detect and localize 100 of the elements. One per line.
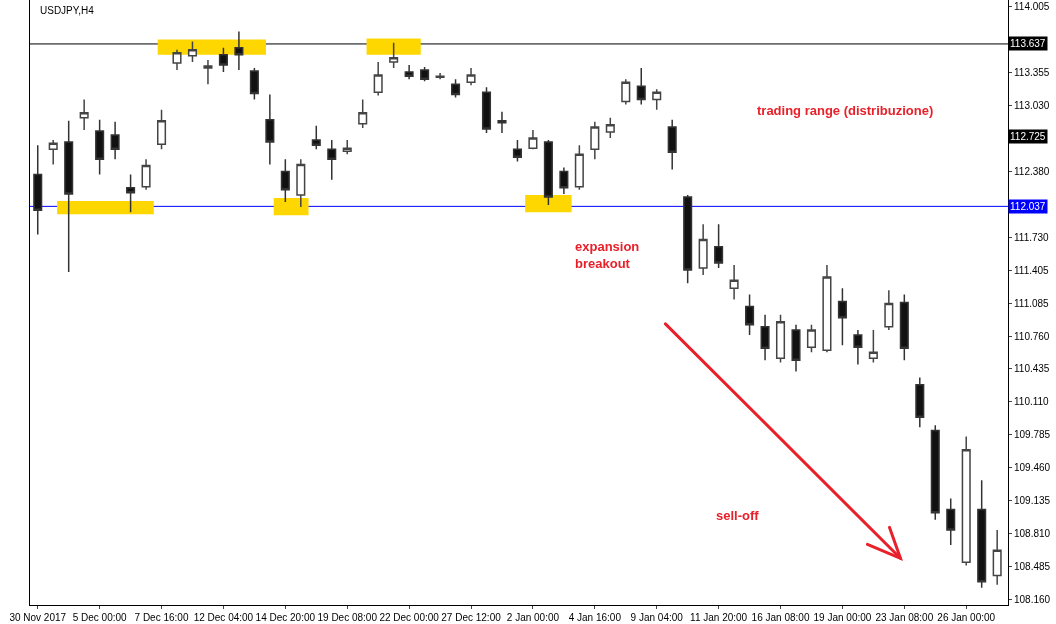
annotation: 112.725 [1010,131,1046,142]
ref-line-label: 113.637 [1010,38,1046,49]
candlestick [791,324,801,373]
candlestick [342,139,352,156]
x-tick-label: 5 Dec 00:00 [72,612,128,623]
candlestick [543,139,553,206]
candlestick [806,324,817,353]
x-tick-label: 19 Jan 00:00 [813,612,872,623]
x-tick-label: 27 Dec 12:00 [441,612,502,623]
candlestick [977,479,987,589]
candlestick [775,313,786,364]
candlestick [497,110,507,134]
candlestick [373,61,383,97]
x-tick-label: 14 Dec 20:00 [255,612,316,623]
candlestick [992,529,1002,586]
candlestick [172,48,182,71]
candlestick [451,78,461,99]
candlestick [745,293,755,336]
x-tick-label: 4 Jan 16:00 [568,612,622,623]
candlestick [311,125,321,150]
candlestick [853,329,863,366]
x-tick-label: 12 Dec 04:00 [193,612,254,623]
candlestick [698,223,708,276]
candlestick [126,173,136,213]
y-tick-label: 111.730 [1014,232,1050,244]
candlestick [590,121,600,161]
candlestick [652,88,662,111]
candlestick [621,78,631,106]
y-tick-label: 108.810 [1014,528,1051,540]
candlestick [234,30,244,71]
x-tick-label: 7 Dec 16:00 [134,612,189,623]
candlestick [280,158,290,203]
x-tick-label: 23 Jan 08:00 [875,612,934,623]
candlestick [141,158,151,191]
annotation: expansion breakout [575,239,640,271]
x-tick-label: 9 Jan 04:00 [630,612,684,623]
ref-line-label: 112.037 [1010,201,1046,212]
y-tick-label: 114.005 [1014,1,1050,13]
x-tick-label: 26 Jan 00:00 [937,612,996,623]
candlestick [156,108,167,150]
candlestick [466,67,476,87]
y-tick-label: 111.085 [1014,297,1050,309]
candlestick [559,166,569,195]
y-tick-label: 109.785 [1014,429,1051,441]
y-tick-label: 113.355 [1014,67,1050,79]
candlestick [64,120,74,273]
text: USDJPY,H4 [40,5,95,16]
candlestick [296,158,306,208]
y-tick-label: 108.160 [1014,594,1051,606]
y-tick-label: 110.435 [1014,363,1050,375]
candlestick [636,67,646,106]
candlestick [358,98,368,129]
candlestick [605,117,615,139]
candlestick [822,264,832,353]
candlestick [574,144,584,191]
candlestick [714,223,724,269]
x-tick-label: 11 Jan 20:00 [690,612,748,623]
x-tick-label: 19 Dec 08:00 [317,612,378,623]
y-tick-label: 113.030 [1014,100,1050,112]
candlestick [79,98,89,131]
candlestick [48,139,58,166]
candlestick [33,144,43,236]
candlestick [884,289,894,331]
x-tick-label: 16 Jan 08:00 [751,612,810,623]
candlestick [667,119,677,171]
candlestick [868,329,878,364]
candlestick [218,46,228,73]
candlestick [512,139,522,163]
annotation: sell-off [716,508,760,523]
annotation: trading range (distribuzione) [757,103,934,118]
candlestick [420,66,430,82]
candlestick [187,40,198,63]
candlestick [683,194,693,284]
x-tick-label: 30 Nov 2017 [9,612,67,623]
y-tick-label: 112.380 [1014,166,1050,178]
candlestick [961,435,971,567]
candlestick [946,497,956,546]
candlestick [435,72,445,80]
candlestick [915,376,925,429]
candlestick [404,64,414,80]
candlestick [389,41,399,69]
candlestick [249,67,259,101]
y-tick-label: 110.760 [1014,330,1050,342]
x-tick-label: 2 Jan 00:00 [506,612,560,623]
candlestick [837,287,847,346]
y-tick-label: 111.405 [1014,265,1050,277]
y-tick-label: 109.460 [1014,462,1051,474]
candlestick [265,93,275,166]
candlestick [481,86,492,134]
candlestick [203,59,213,85]
y-tick-label: 109.135 [1014,495,1051,507]
candlestick [110,121,120,161]
candlestick [930,424,940,521]
y-tick-label: 108.485 [1014,561,1051,573]
x-tick-label: 22 Dec 00:00 [379,612,440,623]
candlestick [760,313,770,362]
candlestick [528,129,538,150]
candlestick [327,139,337,181]
y-tick-label: 110.110 [1014,396,1050,408]
candlestick [95,119,105,176]
